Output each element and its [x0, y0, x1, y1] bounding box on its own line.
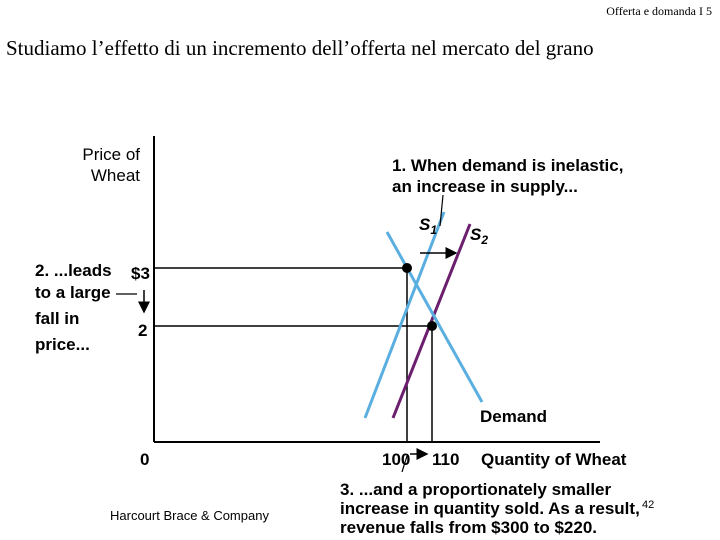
- price-tick-3: $3: [131, 264, 150, 283]
- annotation-step2-line2: to a large: [35, 283, 111, 302]
- page-number: 42: [642, 499, 654, 511]
- quantity-tick-100: 100: [382, 450, 410, 469]
- annotation-step3-line3: revenue falls from $300 to $220.: [340, 518, 597, 537]
- x-axis-label: Quantity of Wheat: [481, 450, 627, 469]
- annotation-step1-line2: an increase in supply...: [392, 177, 578, 196]
- annotation-step2-line4: price...: [35, 335, 90, 354]
- slide-title: Studiamo l’effetto di un incremento dell…: [6, 36, 594, 60]
- annotation-step3-line1: 3. ...and a proportionately smaller: [340, 480, 612, 499]
- annotation-step2-line3: fall in: [35, 309, 79, 328]
- annotation-step3-line2: increase in quantity sold. As a result,: [340, 499, 640, 518]
- supply-curve-s2-label: S2: [470, 225, 488, 247]
- annotation-step2-line1: 2. ...leads: [35, 261, 112, 280]
- y-axis-label-line2: Wheat: [91, 166, 140, 185]
- annotation-step1-line1: 1. When demand is inelastic,: [392, 156, 623, 175]
- demand-curve-label: Demand: [480, 407, 547, 426]
- price-tick-2: 2: [138, 321, 147, 340]
- equilibrium-point-new: [427, 321, 437, 331]
- annotation-step1-pointer: [439, 194, 444, 227]
- quantity-tick-110: 110: [432, 450, 459, 469]
- slide-header-label: Offerta e domanda I 5: [606, 4, 712, 18]
- annotation-step3-pointer: [401, 455, 408, 473]
- publisher-footer: Harcourt Brace & Company: [110, 508, 269, 523]
- demand-curve: [385, 231, 484, 403]
- origin-label: 0: [140, 450, 149, 469]
- equilibrium-point-initial: [402, 263, 412, 273]
- supply-curve-s1: [363, 211, 446, 419]
- supply-curve-s1-label: S1: [419, 215, 437, 237]
- y-axis-label-line1: Price of: [82, 145, 140, 164]
